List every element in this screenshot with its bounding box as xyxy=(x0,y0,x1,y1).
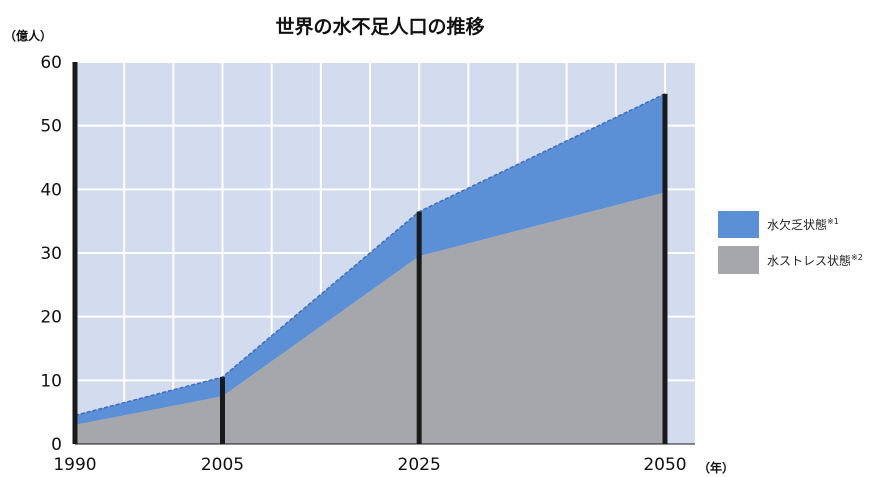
y-tick-label: 10 xyxy=(40,371,62,391)
y-axis-unit: （億人） xyxy=(4,28,52,43)
y-tick-label: 60 xyxy=(40,53,62,73)
chart-title: 世界の水不足人口の推移 xyxy=(275,15,484,38)
area-water-stress xyxy=(75,192,665,444)
y-tick-label: 40 xyxy=(40,180,62,200)
x-tick-label: 2025 xyxy=(398,455,441,475)
x-tick-label: 2050 xyxy=(643,455,686,475)
x-tick-label: 1990 xyxy=(53,455,96,475)
area-water-scarcity xyxy=(75,93,665,425)
legend-swatch-water-stress xyxy=(718,246,759,274)
legend-label-water-scarcity: 水欠乏状態※1 xyxy=(767,217,839,232)
y-tick-label: 50 xyxy=(40,117,62,137)
x-tick-label: 2005 xyxy=(201,455,244,475)
y-tick-label: 0 xyxy=(51,435,62,455)
y-tick-label: 20 xyxy=(40,308,62,328)
legend-swatch-water-scarcity xyxy=(718,211,759,238)
year-markers xyxy=(72,62,695,445)
axis-ticks: 0 10 20 30 40 50 60 1990 2005 2025 2050 xyxy=(40,53,686,475)
y-tick-label: 30 xyxy=(40,244,62,264)
legend-label-water-stress: 水ストレス状態※2 xyxy=(767,253,863,268)
x-axis-unit: （年） xyxy=(698,460,734,475)
legend: 水欠乏状態※1 水ストレス状態※2 xyxy=(718,211,863,274)
area-series xyxy=(74,93,666,444)
